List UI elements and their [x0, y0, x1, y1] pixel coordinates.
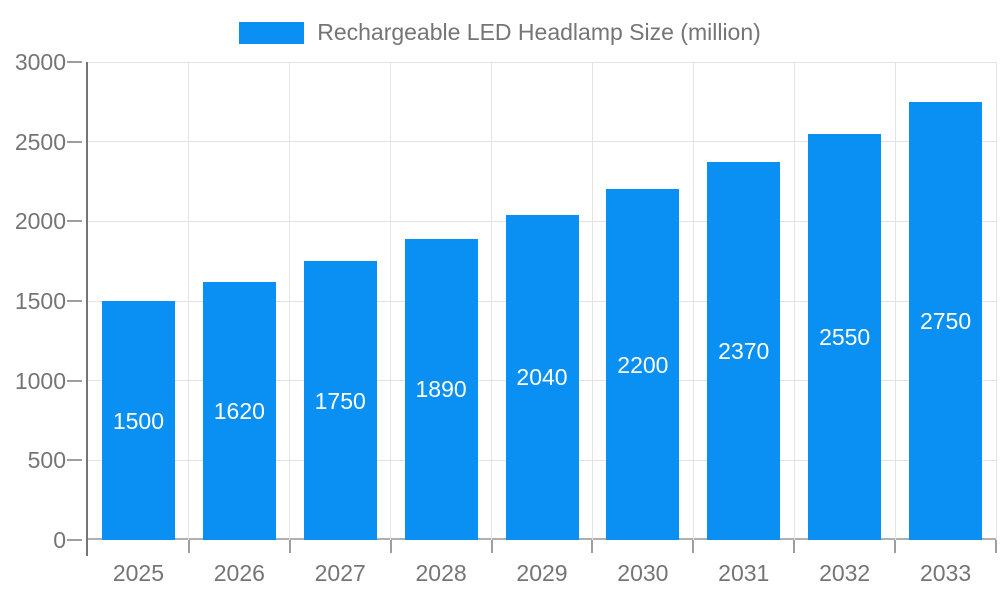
x-axis-label: 2025: [112, 560, 165, 586]
bar-value-label: 2550: [819, 323, 871, 350]
y-axis-label: 0: [53, 527, 66, 553]
y-axis-tick: [67, 61, 82, 63]
v-gridline: [692, 62, 694, 540]
y-axis-line: [86, 62, 88, 556]
x-axis-tick: [490, 540, 493, 553]
bar[interactable]: [707, 162, 781, 540]
y-axis-tick: [67, 459, 82, 462]
y-axis-tick: [67, 539, 82, 541]
x-axis-label: 2030: [617, 560, 669, 586]
y-axis-label: 500: [27, 447, 66, 474]
x-axis-label: 2033: [919, 560, 972, 586]
x-axis-tick: [389, 540, 392, 553]
bar-value-label: 1750: [314, 387, 366, 414]
x-axis-label: 2032: [819, 560, 871, 586]
x-axis-tick: [187, 540, 190, 553]
plot-area: 1500 1620 1750 1890 2040 2200 2370 2550 2750: [67, 61, 997, 556]
x-axis-label: 2028: [415, 560, 467, 586]
x-axis-tick: [894, 540, 897, 553]
v-gridline: [793, 62, 795, 540]
v-gridline: [491, 62, 493, 540]
bar-value-label: 1620: [213, 397, 265, 424]
x-axis-tick: [591, 540, 594, 553]
bar[interactable]: [101, 301, 175, 540]
x-axis-label: 2029: [516, 560, 568, 586]
v-gridline: [188, 62, 190, 540]
bar[interactable]: [303, 261, 377, 540]
bar[interactable]: [909, 101, 983, 540]
y-axis-label: 1500: [14, 288, 66, 314]
bar[interactable]: [808, 133, 882, 540]
x-axis-label: 2027: [314, 560, 366, 586]
bar[interactable]: [505, 214, 579, 540]
y-axis-tick: [67, 300, 82, 302]
bar-value-label: 2040: [516, 364, 568, 391]
bar[interactable]: [404, 238, 478, 540]
bar-value-label: 2750: [919, 307, 972, 334]
v-gridline: [995, 62, 997, 540]
bar[interactable]: [606, 189, 680, 540]
y-axis-label: 3000: [14, 49, 66, 75]
y-axis-tick: [67, 220, 82, 223]
v-gridline: [894, 62, 896, 540]
x-axis-label: 2026: [213, 560, 265, 586]
v-gridline: [390, 62, 392, 540]
y-axis-tick: [67, 379, 82, 382]
legend-swatch: [239, 21, 305, 44]
h-gridline: [88, 141, 996, 143]
bar[interactable]: [202, 281, 276, 540]
legend[interactable]: Rechargeable LED Headlamp Size (million): [0, 19, 1000, 46]
bar-value-label: 2370: [718, 338, 770, 365]
y-axis-tick: [67, 140, 82, 143]
bar-value-label: 2200: [617, 351, 669, 378]
legend-label: Rechargeable LED Headlamp Size (million): [317, 19, 761, 45]
x-axis-label: 2031: [718, 560, 770, 586]
v-gridline: [289, 62, 291, 540]
x-axis-tick: [692, 540, 695, 553]
x-axis-tick: [995, 540, 997, 553]
y-axis-label: 2000: [14, 208, 66, 235]
bar-value-label: 1500: [112, 407, 165, 434]
y-axis-label: 2500: [14, 128, 66, 155]
v-gridline: [591, 62, 593, 540]
x-axis-tick: [793, 540, 796, 553]
x-axis-tick: [288, 540, 291, 553]
bar-value-label: 1890: [415, 376, 467, 403]
y-axis-label: 1000: [14, 367, 66, 394]
h-gridline: [88, 61, 996, 63]
